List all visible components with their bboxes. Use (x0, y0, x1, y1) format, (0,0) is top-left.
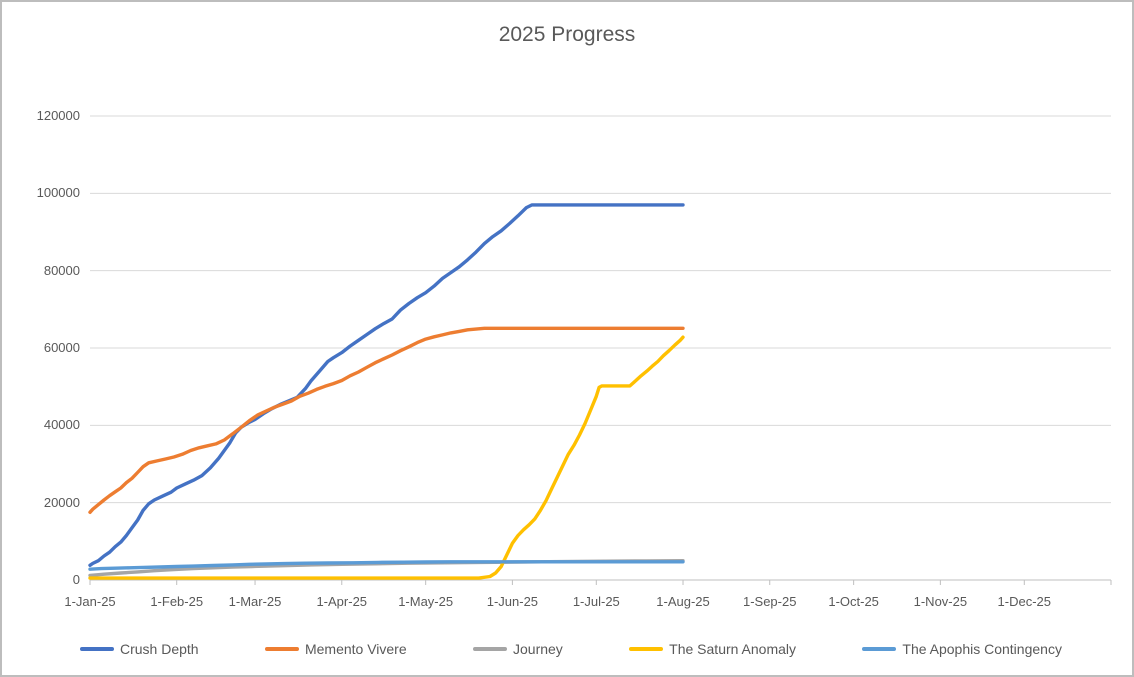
legend-marker-icon (629, 646, 664, 652)
y-axis-label: 120000 (36, 108, 80, 123)
x-axis-label: 1-Apr-25 (316, 594, 368, 609)
plot-area (88, 115, 1112, 585)
chart-title: 2025 Progress (498, 23, 636, 46)
legend-item-the-saturn-anomaly[interactable]: The Saturn Anomaly (629, 641, 796, 657)
x-axis-label: 1-Jan-25 (64, 594, 116, 609)
x-axis-label: 1-Feb-25 (150, 594, 204, 609)
x-axis-label: 1-Dec-25 (997, 594, 1052, 609)
x-axis-label: 1-Jun-25 (486, 594, 539, 609)
y-axis-label: 0 (72, 572, 80, 587)
x-axis-label: 1-May-25 (398, 594, 454, 609)
y-axis-label: 100000 (36, 185, 80, 201)
y-axis-label: 80000 (43, 262, 80, 278)
x-axis-label: 1-Oct-25 (828, 594, 879, 609)
x-axis-label: 1-Aug-25 (656, 594, 710, 609)
series-line-crush-depth (88, 203, 685, 567)
legend-marker-icon (862, 646, 897, 652)
series-line-the-saturn-anomaly (88, 335, 685, 580)
legend: Crush Depth Memento Vivere Journey The Satu… (80, 638, 1062, 660)
legend-label: Memento Vivere (304, 641, 407, 657)
y-axis-label: 60000 (43, 340, 80, 355)
legend-label: The Apophis Contingency (902, 641, 1062, 657)
x-axis-label: 1-Nov-25 (913, 594, 968, 609)
legend-marker-icon (473, 646, 507, 652)
legend-marker-icon (264, 646, 299, 652)
legend-item-memento-vivere[interactable]: Memento Vivere (264, 641, 407, 657)
series-line-memento-vivere (88, 326, 685, 514)
x-axis-label: 1-Jul-25 (572, 594, 620, 609)
series-line-the-apophis-contingency (88, 560, 685, 571)
legend-label: The Saturn Anomaly (669, 641, 797, 657)
x-axis-label: 1-Mar-25 (228, 594, 282, 609)
legend-item-journey[interactable]: Journey (473, 641, 563, 657)
legend-label: Crush Depth (120, 641, 199, 657)
legend-item-the-apophis-contingency[interactable]: The Apophis Contingency (862, 641, 1062, 657)
legend-label: Journey (513, 641, 563, 657)
legend-item-crush-depth[interactable]: Crush Depth (80, 641, 199, 657)
x-axis-label: 1-Sep-25 (742, 594, 797, 609)
legend-marker-icon (80, 646, 114, 652)
y-axis-label: 40000 (43, 417, 80, 433)
y-axis-label: 20000 (43, 494, 80, 510)
